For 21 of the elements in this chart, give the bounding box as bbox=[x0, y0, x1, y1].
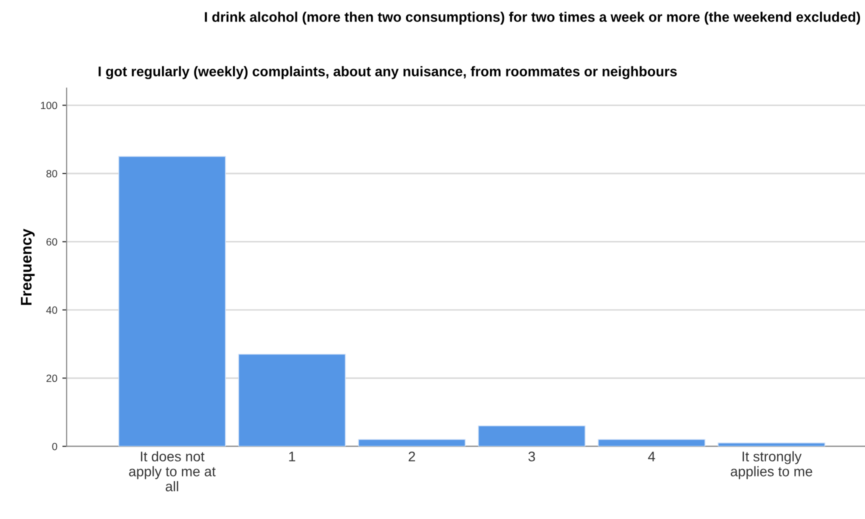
x-tick-label: 4 bbox=[648, 452, 656, 462]
y-tick-label: 40 bbox=[46, 306, 58, 314]
y-tick-label: 60 bbox=[46, 238, 58, 246]
y-tick-label: 100 bbox=[40, 102, 58, 110]
y-tick-label: 0 bbox=[52, 442, 58, 450]
x-tick-label: It strongly applies to me bbox=[730, 451, 812, 480]
y-axis-title: Frequency bbox=[20, 228, 35, 305]
y-tick-label: 20 bbox=[46, 374, 58, 382]
bar bbox=[358, 439, 466, 446]
x-tick-label: 3 bbox=[528, 452, 535, 462]
bar bbox=[118, 156, 226, 446]
x-tick-label: It does not apply to me at all bbox=[129, 451, 216, 492]
y-tick-label: 80 bbox=[46, 170, 58, 178]
bar bbox=[238, 354, 346, 446]
chart-subtitle: I got regularly (weekly) complaints, about any nuisance, from roommates or neighbours bbox=[98, 66, 677, 80]
chart-title: I drink alcohol (more then two consumptions) for two times a week or more (the weekend excluded) bbox=[204, 12, 860, 25]
x-tick-label: 1 bbox=[289, 452, 296, 462]
bar bbox=[598, 439, 706, 446]
bar bbox=[718, 442, 826, 446]
x-tick-label: 2 bbox=[408, 452, 416, 462]
bar bbox=[478, 425, 586, 446]
